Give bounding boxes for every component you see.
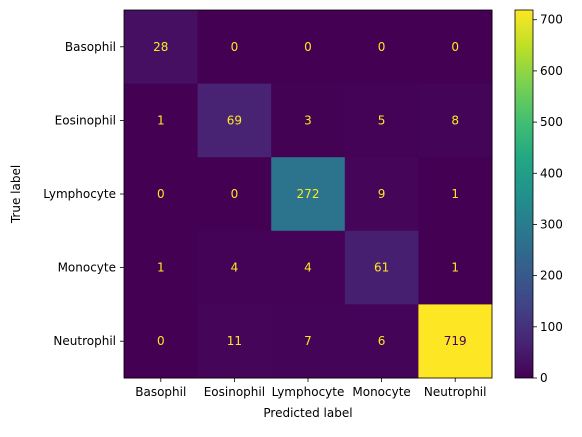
matrix-cell: [197, 10, 272, 85]
cell-value-label: 0: [157, 187, 165, 201]
matrix-cell: [124, 83, 199, 158]
x-tick-label: Neutrophil: [424, 385, 487, 399]
cell-value-label: 0: [451, 40, 459, 54]
colorbar-tick-label: 600: [540, 64, 563, 78]
x-tick-label: Basophil: [135, 385, 186, 399]
matrix-cell: [124, 157, 199, 232]
matrix-cell: [271, 304, 346, 379]
y-tick-label: Monocyte: [58, 261, 116, 275]
colorbar-ticks: 0 100 200 300 400 500 600 700: [533, 13, 563, 385]
y-tick-label: Lymphocyte: [43, 187, 116, 201]
y-tick-label: Neutrophil: [53, 334, 116, 348]
cell-value-label: 1: [157, 261, 165, 275]
matrix-cell: [271, 157, 346, 232]
cell-value-label: 1: [157, 113, 165, 127]
matrix-cell: [344, 304, 419, 379]
axis-labels: Basophil Eosinophil Lymphocyte Monocyte Neut…: [43, 40, 486, 399]
cell-value-label: 8: [451, 113, 459, 127]
cell-value-label: 3: [304, 113, 312, 127]
cell-value-label: 0: [304, 40, 312, 54]
cell-value-label: 0: [378, 40, 386, 54]
cell-value-label: 69: [227, 113, 242, 127]
x-tick-label: Lymphocyte: [272, 385, 345, 399]
matrix-cell: [124, 230, 199, 305]
cell-value-label: 0: [231, 40, 239, 54]
colorbar-tick-label: 300: [540, 217, 563, 231]
y-tick-label: Eosinophil: [55, 113, 116, 127]
cell-value-label: 9: [378, 187, 386, 201]
matrix-cell: [197, 230, 272, 305]
cell-value-label: 28: [153, 40, 168, 54]
cell-value-label: 272: [297, 187, 320, 201]
x-tick-label: Eosinophil: [204, 385, 265, 399]
matrix-cells: 28 0 0 0 01 69 3 5 80 0 272 9 11 4 4 61 10 11 7 6 719: [124, 10, 493, 379]
colorbar: [514, 9, 534, 379]
matrix-cell: [124, 10, 199, 85]
y-tick-label: Basophil: [65, 40, 116, 54]
cell-value-label: 7: [304, 334, 312, 348]
colorbar-tick-label: 0: [540, 371, 548, 385]
colorbar-tick-label: 200: [540, 269, 563, 283]
cell-value-label: 0: [157, 334, 165, 348]
cell-value-label: 4: [304, 261, 312, 275]
matrix-cell: [418, 157, 493, 232]
cell-value-label: 1: [451, 187, 459, 201]
x-axis-title: Predicted label: [263, 406, 352, 420]
matrix-cell: [271, 83, 346, 158]
cell-value-label: 11: [227, 334, 242, 348]
cell-value-label: 4: [231, 261, 239, 275]
matrix-cell: [344, 157, 419, 232]
matrix-cell: [418, 83, 493, 158]
matrix-cell: [418, 304, 493, 379]
matrix-cell: [418, 10, 493, 85]
matrix-cell: [197, 304, 272, 379]
cell-value-label: 6: [378, 334, 386, 348]
cell-value-label: 0: [231, 187, 239, 201]
matrix-cell: [197, 83, 272, 158]
matrix-cell: [271, 230, 346, 305]
cell-value-label: 1: [451, 261, 459, 275]
colorbar-tick-label: 500: [540, 115, 563, 129]
y-axis-title: True label: [9, 165, 23, 224]
colorbar-tick-label: 400: [540, 166, 563, 180]
cell-value-label: 61: [374, 261, 389, 275]
matrix-cell: [124, 304, 199, 379]
matrix-cell: [271, 10, 346, 85]
cell-value-label: 719: [444, 334, 467, 348]
x-tick-label: Monocyte: [352, 385, 410, 399]
colorbar-tick-label: 100: [540, 320, 563, 334]
matrix-cell: [418, 230, 493, 305]
matrix-cell: [344, 10, 419, 85]
colorbar-tick-label: 700: [540, 13, 563, 27]
matrix-cell: [344, 83, 419, 158]
cell-value-label: 5: [378, 113, 386, 127]
matrix-cell: [344, 230, 419, 305]
matrix-cell: [197, 157, 272, 232]
